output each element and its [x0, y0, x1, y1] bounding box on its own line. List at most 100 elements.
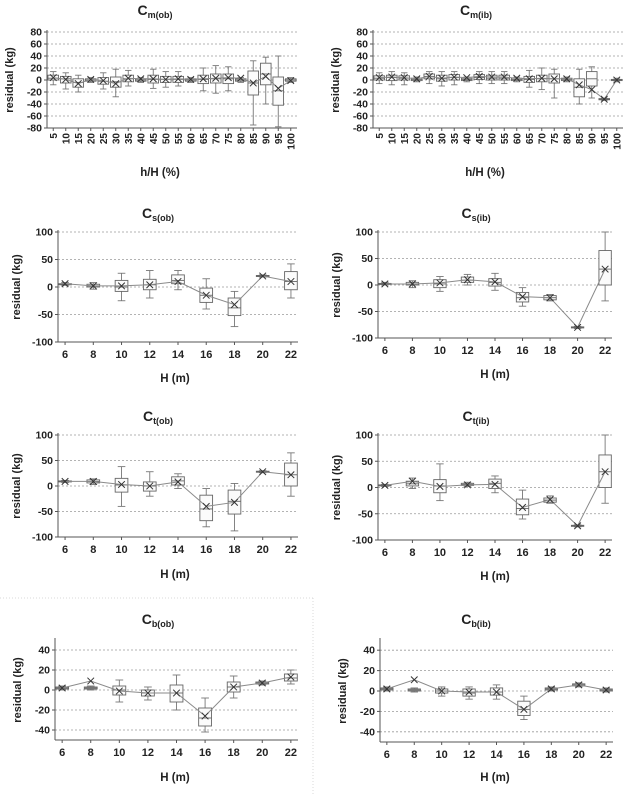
y-tick-label: 40: [356, 51, 368, 63]
x-tick-label: 35: [124, 133, 135, 145]
y-tick-label: 0: [47, 282, 53, 294]
x-axis-label: H (m): [480, 571, 510, 583]
chart-b-ob: -40 -20 0 20 40 6 8 10 12 14 16 18 20 22 Cb(ob) H (m) re…: [12, 611, 298, 784]
x-tick-label: 50: [487, 133, 498, 145]
mean-marker: [89, 477, 97, 486]
x-tick-label: 12: [463, 749, 475, 761]
chart-title: Cs(ob): [142, 205, 174, 223]
mean-marker: [491, 278, 499, 286]
x-tick-label: 10: [434, 345, 446, 357]
x-tick-label: 6: [62, 544, 68, 556]
x-tick-label: 6: [382, 345, 388, 357]
y-tick-label: 20: [356, 63, 368, 75]
mean-marker: [573, 323, 582, 332]
mean-marker: [601, 468, 609, 476]
mean-marker: [262, 72, 270, 81]
x-tick-label: 90: [587, 133, 598, 145]
x-tick-label: 12: [144, 349, 156, 361]
mean-line: [379, 75, 618, 100]
mean-marker: [601, 265, 609, 273]
y-tick-label: 0: [44, 685, 50, 697]
box-90: [585, 66, 598, 99]
y-tick-label: -100: [352, 535, 373, 547]
x-tick-label: 12: [142, 747, 154, 759]
x-tick-label: 55: [174, 133, 185, 145]
x-tick-label: 10: [113, 747, 125, 759]
mean-marker: [115, 687, 123, 695]
box-10: [385, 71, 398, 86]
mean-marker: [463, 73, 471, 82]
y-tick-label: -60: [27, 111, 42, 123]
box-12: [142, 471, 157, 497]
mean-marker: [547, 685, 555, 693]
box-70: [209, 65, 222, 94]
y-tick-label: -40: [353, 99, 368, 111]
mean-marker: [563, 75, 571, 83]
mean-marker: [162, 75, 170, 84]
y-tick-label: 60: [30, 39, 42, 51]
x-tick-label: 80: [562, 133, 573, 145]
mean-marker: [187, 75, 195, 84]
x-tick-label: 12: [144, 544, 156, 556]
y-tick-label: 80: [30, 27, 42, 39]
x-tick-label: 14: [172, 544, 185, 556]
mean-marker: [500, 73, 508, 81]
mean-marker: [436, 279, 444, 287]
y-tick-label: -50: [38, 506, 53, 518]
x-tick-label: 75: [224, 133, 235, 145]
box-iqr: [171, 274, 185, 285]
mean-marker: [146, 482, 154, 490]
x-tick-label: 30: [437, 133, 448, 145]
mean-marker: [61, 477, 69, 486]
y-tick-label: -80: [353, 123, 368, 135]
x-tick-label: 40: [136, 133, 147, 145]
x-tick-label: 16: [516, 547, 528, 559]
x-tick-label: 20: [571, 547, 583, 559]
mean-marker: [258, 679, 266, 687]
mean-marker: [438, 687, 446, 695]
x-tick-label: 20: [412, 133, 423, 145]
x-tick-label: 6: [59, 747, 65, 759]
box-16: [199, 488, 214, 528]
mean-marker: [201, 712, 209, 720]
y-tick-label: 20: [30, 63, 42, 75]
x-tick-label: 10: [387, 133, 398, 145]
mean-marker: [89, 282, 97, 290]
y-tick-label: 100: [35, 227, 53, 239]
x-axis-label: H (m): [160, 772, 190, 784]
x-tick-label: 95: [274, 133, 285, 145]
x-tick-label: 60: [512, 133, 523, 145]
y-tick-label: 100: [355, 227, 373, 239]
box-14: [171, 270, 185, 291]
mean-marker: [465, 688, 473, 696]
x-tick-label: 75: [550, 133, 561, 145]
box-10: [114, 272, 129, 302]
y-tick-label: 50: [41, 254, 53, 266]
mean-marker: [117, 480, 126, 489]
mean-marker: [463, 276, 472, 284]
mean-marker: [74, 79, 82, 88]
x-tick-label: 20: [571, 345, 583, 357]
x-tick-label: 65: [199, 133, 210, 145]
mean-marker: [400, 73, 408, 82]
y-axis-label: residual (kg): [331, 454, 343, 520]
chart-b-ib: -40 -20 0 20 40 6 8 10 12 14 16 18 20 22 Cb(ib) H (m) re…: [337, 611, 613, 784]
mean-marker: [230, 683, 238, 691]
x-tick-label: 90: [261, 133, 272, 145]
mean-marker: [613, 76, 621, 84]
mean-marker: [520, 705, 528, 714]
mean-marker: [573, 522, 582, 530]
box-16: [198, 697, 212, 733]
box-18: [227, 290, 242, 328]
mean-marker: [383, 685, 391, 693]
box-16: [517, 695, 531, 721]
mean-line: [53, 75, 292, 90]
mean-marker: [146, 281, 154, 289]
mean-marker: [137, 75, 145, 83]
mean-marker: [513, 74, 521, 82]
y-tick-label: -20: [27, 87, 42, 99]
y-axis-label: residual (kg): [331, 252, 343, 318]
mean-marker: [575, 81, 583, 89]
